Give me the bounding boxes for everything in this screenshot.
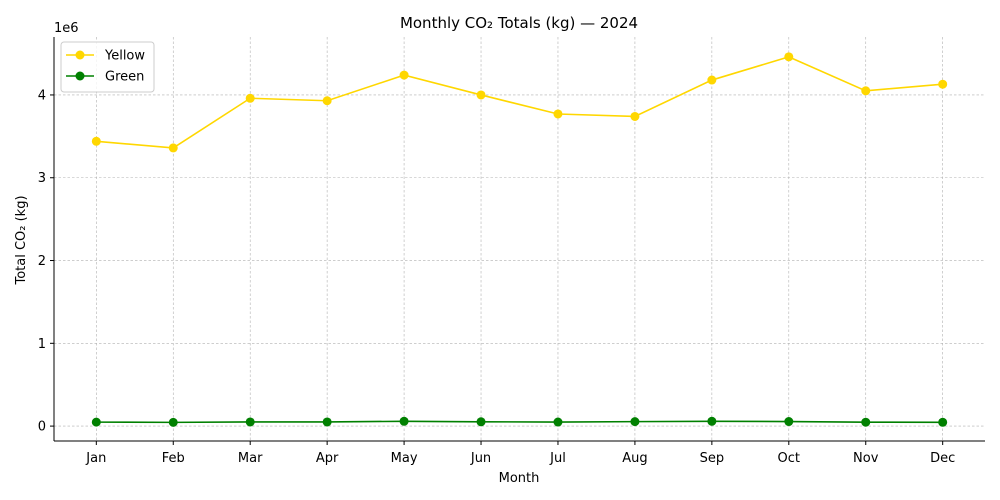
data-point-green	[630, 417, 640, 427]
y-ticks: 0 1 2 3 4	[38, 88, 54, 435]
y-offset-text: 1e6	[54, 21, 79, 36]
data-point-green	[91, 417, 101, 427]
data-point-green	[553, 417, 563, 427]
x-axis-label: Month	[499, 471, 540, 486]
legend-label-yellow: Yellow	[104, 49, 145, 64]
data-point-green	[168, 417, 178, 427]
x-tick-label: Sep	[700, 451, 725, 466]
data-point-green	[861, 417, 871, 427]
data-point-yellow	[553, 109, 563, 119]
x-tick-label: Jul	[549, 451, 566, 466]
data-point-yellow	[399, 70, 409, 80]
x-tick-label: Oct	[778, 451, 800, 466]
series-yellow	[91, 52, 948, 153]
data-point-green	[707, 416, 717, 426]
x-tick-label: May	[391, 451, 418, 466]
x-tick-label: Jun	[470, 451, 491, 466]
x-tick-label: Mar	[238, 451, 263, 466]
data-point-yellow	[861, 86, 871, 96]
data-point-green	[938, 417, 948, 427]
grid	[54, 37, 985, 441]
data-point-yellow	[707, 75, 717, 85]
data-point-green	[399, 416, 409, 426]
data-point-green	[784, 417, 794, 427]
data-point-yellow	[938, 79, 948, 89]
legend-item-yellow: Yellow	[66, 49, 145, 64]
series-line-yellow	[96, 56, 943, 149]
y-tick-label: 4	[38, 88, 46, 103]
chart-title: Monthly CO₂ Totals (kg) — 2024	[400, 14, 638, 32]
x-tick-label: Dec	[930, 451, 955, 466]
data-point-yellow	[245, 93, 255, 103]
data-point-yellow	[168, 143, 178, 153]
series-line-green	[96, 420, 943, 424]
y-axis-label: Total CO₂ (kg)	[14, 195, 29, 285]
y-tick-label: 1	[38, 337, 46, 352]
x-tick-label: Apr	[316, 451, 339, 466]
legend-label-green: Green	[105, 70, 144, 85]
legend-marker-yellow	[75, 50, 85, 60]
legend-marker-green	[75, 71, 85, 81]
data-point-green	[476, 417, 486, 427]
data-point-yellow	[91, 136, 101, 146]
x-tick-label: Nov	[853, 451, 879, 466]
data-point-yellow	[784, 52, 794, 62]
series-green	[91, 416, 948, 427]
axes	[53, 37, 985, 442]
data-point-green	[322, 417, 332, 427]
data-point-yellow	[322, 96, 332, 106]
series-layer	[91, 52, 948, 427]
y-tick-label: 0	[38, 420, 46, 435]
x-tick-label: Aug	[622, 451, 647, 466]
y-tick-label: 3	[38, 171, 46, 186]
y-tick-label: 2	[38, 254, 46, 269]
legend-item-green: Green	[66, 70, 144, 85]
x-tick-label: Jan	[85, 451, 106, 466]
data-point-green	[245, 417, 255, 427]
legend: Yellow Green	[60, 41, 155, 93]
data-point-yellow	[630, 111, 640, 121]
x-tick-label: Feb	[162, 451, 185, 466]
x-ticks: Jan Feb Mar Apr May Jun Jul Aug Sep Oct Nov Dec	[85, 441, 955, 466]
data-point-yellow	[476, 90, 486, 100]
